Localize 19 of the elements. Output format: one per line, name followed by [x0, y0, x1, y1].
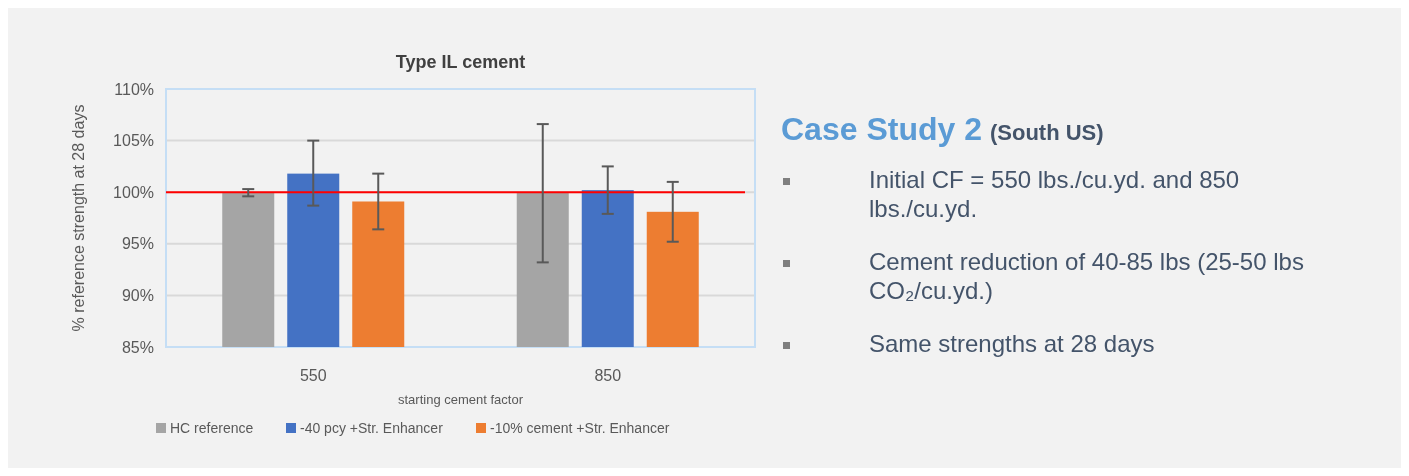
- legend-label: -10% cement +Str. Enhancer: [490, 420, 670, 436]
- legend-label: -40 pcy +Str. Enhancer: [300, 420, 444, 436]
- text: Cement reduction of 40-85 lbs (25-50 lbs CO₂/cu.yd.): [869, 248, 1304, 304]
- text: Case Study 2: [781, 111, 982, 147]
- legend-label: HC reference: [170, 420, 254, 436]
- y-tick-label: 90%: [121, 287, 154, 304]
- y-axis-title: % reference strength at 28 days: [70, 104, 87, 332]
- y-tick-label: 95%: [121, 235, 154, 253]
- text: Same strengths at 28 days: [869, 330, 1155, 357]
- text: (South US): [989, 120, 1104, 145]
- x-axis-title: starting cement factor: [398, 392, 524, 407]
- y-tick-label: 100%: [113, 183, 154, 201]
- y-tick-label: 110%: [114, 80, 154, 98]
- x-tick-label: 850: [594, 367, 622, 384]
- y-tick-label: 105%: [113, 132, 154, 150]
- chart-title: Type IL cement: [395, 52, 526, 72]
- y-tick-label: 85%: [121, 338, 154, 356]
- x-tick-label: 550: [299, 367, 327, 384]
- text: Initial CF = 550 lbs./cu.yd. and 850 lbs./cu.yd.: [869, 166, 1240, 222]
